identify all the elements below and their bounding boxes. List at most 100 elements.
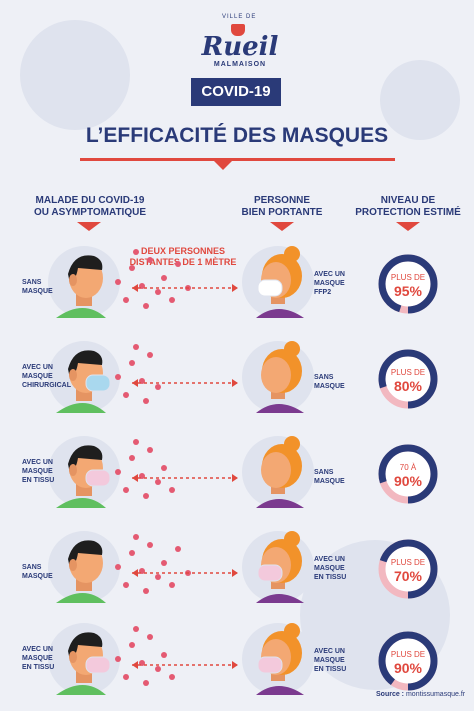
shirt-shape — [56, 685, 106, 695]
droplet-icon — [143, 303, 149, 309]
protection-percentage: 95% — [394, 283, 423, 299]
source-line: Source : montissumasque.fr — [376, 691, 466, 698]
droplet-icon — [161, 652, 167, 658]
droplet-icon — [147, 447, 153, 453]
column-arrow-protection — [396, 222, 420, 231]
protection-prefix: PLUS DE — [391, 273, 425, 282]
droplet-icon — [169, 487, 175, 493]
droplet-icon — [147, 352, 153, 358]
droplet-icon — [123, 392, 129, 398]
mask-icon — [85, 469, 111, 487]
protection-prefix: PLUS DE — [391, 650, 425, 659]
covid-badge: COVID-19 — [191, 78, 281, 106]
droplet-icon — [129, 642, 135, 648]
logo-subtitle: MALMAISON — [213, 61, 267, 68]
woman-top-shape — [256, 404, 304, 413]
droplet-icon — [129, 455, 135, 461]
title-underline — [80, 158, 395, 161]
protection-gauge-fill — [378, 254, 438, 314]
mask-scenario-row: PLUS DE 95% SANS MASQUE AVEC UN MASQUE FFP2 — [0, 240, 474, 330]
mask-scenario-row: PLUS DE 80% AVEC UN MASQUE CHIRURGICAL SANS MA… — [0, 335, 474, 425]
droplet-icon — [123, 297, 129, 303]
droplet-icon — [155, 289, 161, 295]
woman-top-shape — [256, 309, 304, 318]
droplet-icon — [155, 666, 161, 672]
sick-person-mask-label: SANS MASQUE — [22, 564, 53, 580]
mask-icon — [85, 656, 111, 674]
shirt-shape — [56, 498, 106, 508]
droplet-icon — [123, 674, 129, 680]
scenario-illustration: 70 À90% — [48, 436, 438, 508]
mask-icon — [85, 374, 111, 392]
shirt-shape — [56, 403, 106, 413]
shirt-shape — [56, 593, 106, 603]
droplet-icon — [161, 560, 167, 566]
droplet-icon — [129, 265, 135, 271]
background-virus-shape — [20, 20, 130, 130]
healthy-person-mask-label: AVEC UN MASQUE EN TISSU — [314, 556, 347, 581]
protection-gauge-fill — [378, 349, 438, 409]
sick-person-mask-label: SANS MASQUE — [22, 279, 53, 295]
city-logo: VILLE DE Rueil MALMAISON — [190, 14, 290, 68]
protection-gauge-fill — [378, 631, 438, 691]
droplet-icon — [133, 439, 139, 445]
droplet-icon — [147, 634, 153, 640]
protection-gauge-fill — [378, 444, 438, 504]
droplet-icon — [123, 487, 129, 493]
protection-prefix: PLUS DE — [391, 558, 425, 567]
shirt-shape — [56, 308, 106, 318]
droplet-icon — [129, 550, 135, 556]
droplet-icon — [169, 582, 175, 588]
woman-head-icon — [261, 452, 291, 488]
droplet-icon — [175, 546, 181, 552]
droplet-icon — [175, 261, 181, 267]
droplet-icon — [147, 257, 153, 263]
droplet-icon — [133, 249, 139, 255]
droplet-icon — [169, 297, 175, 303]
woman-top-shape — [256, 499, 304, 508]
droplet-icon — [115, 374, 121, 380]
droplet-icon — [143, 398, 149, 404]
mask-scenario-row: 70 À 90% AVEC UN MASQUE EN TISSU SANS MASQUE — [0, 430, 474, 520]
sick-person-mask-label: AVEC UN MASQUE EN TISSU — [22, 646, 55, 671]
protection-percentage: 90% — [394, 473, 423, 489]
mask-scenario-row: PLUS DE 90% AVEC UN MASQUE EN TISSU AVEC UN MA… — [0, 617, 474, 707]
mask-icon — [257, 564, 283, 582]
droplet-icon — [129, 360, 135, 366]
droplet-icon — [155, 384, 161, 390]
droplet-icon — [115, 564, 121, 570]
droplet-icon — [143, 588, 149, 594]
protection-percentage: 70% — [394, 568, 423, 584]
healthy-person-mask-label: AVEC UN MASQUE FFP2 — [314, 271, 345, 296]
droplet-icon — [161, 275, 167, 281]
sick-person-mask-label: AVEC UN MASQUE EN TISSU — [22, 459, 55, 484]
logo-ville-text: VILLE DE — [222, 14, 257, 20]
droplet-icon — [133, 344, 139, 350]
droplet-icon — [143, 493, 149, 499]
droplet-icon — [147, 542, 153, 548]
protection-percentage: 90% — [394, 660, 423, 676]
protection-prefix: PLUS DE — [391, 368, 425, 377]
healthy-person-mask-label: SANS MASQUE — [314, 374, 345, 390]
column-arrow-sick — [77, 222, 101, 231]
droplet-icon — [115, 656, 121, 662]
woman-top-shape — [256, 686, 304, 695]
healthy-person-mask-label: SANS MASQUE — [314, 469, 345, 485]
protection-percentage: 80% — [394, 378, 423, 394]
droplet-icon — [115, 279, 121, 285]
title-pointer — [213, 160, 233, 170]
page-title: L’EFFICACITÉ DES MASQUES — [85, 124, 389, 147]
droplet-icon — [115, 469, 121, 475]
column-head-protection: NIVEAU DE PROTECTION ESTIMÉ — [355, 195, 461, 218]
woman-head-icon — [261, 357, 291, 393]
droplet-icon — [143, 680, 149, 686]
droplet-icon — [161, 465, 167, 471]
droplet-icon — [155, 574, 161, 580]
droplet-icon — [169, 674, 175, 680]
mask-scenario-row: PLUS DE 70% SANS MASQUE AVEC UN MASQUE EN TISS… — [0, 525, 474, 615]
droplet-icon — [133, 626, 139, 632]
mask-icon — [257, 656, 283, 674]
column-head-healthy: PERSONNE BIEN PORTANTE — [241, 195, 323, 218]
